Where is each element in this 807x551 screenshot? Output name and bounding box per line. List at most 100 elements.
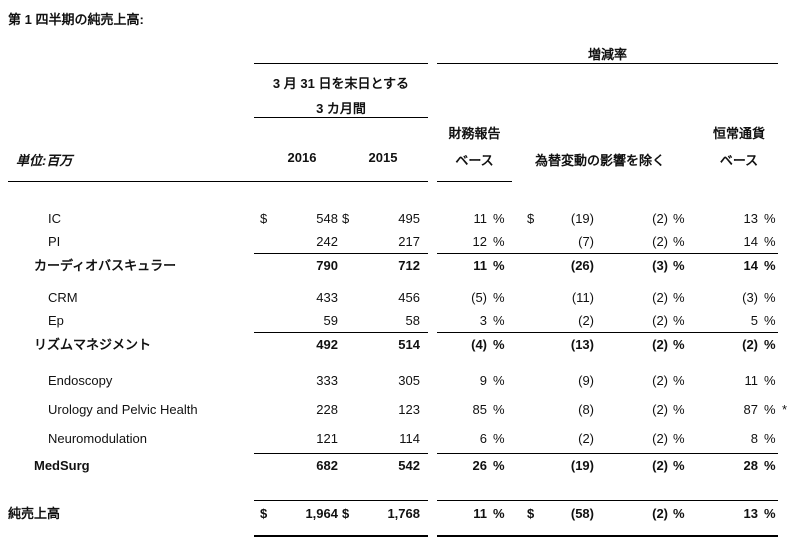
fx-currency-symbol (509, 366, 537, 395)
row-label: IC (48, 211, 61, 226)
left-section-padding (420, 309, 428, 332)
reported-percent-sign: % (493, 337, 505, 352)
rule-segment-right (437, 253, 778, 254)
currency-symbol-2016 (252, 453, 268, 479)
rule-segment-right (437, 500, 778, 501)
currency-symbol-2016 (252, 286, 268, 309)
reported-change-value: 11 (473, 258, 487, 273)
table-row: Neuromodulation 121 114 6 % (2) (2) % 8 … (0, 424, 807, 453)
fx-currency-symbol (509, 230, 537, 253)
row-label: CRM (48, 290, 78, 305)
constant-currency-percent-sign: % (764, 431, 776, 446)
net-sales-values-group: 228 123 (252, 395, 428, 424)
value-2016: 492 (316, 337, 338, 352)
constant-currency-value: 87 (743, 402, 758, 417)
row-label: Urology and Pelvic Health (48, 402, 198, 417)
footnote-marker (778, 253, 792, 279)
section-gap (428, 253, 437, 279)
table-row: MedSurg 682 542 26 % (19) (2) % 28 % (0, 453, 807, 479)
section-gap (428, 395, 437, 424)
section-gap (428, 424, 437, 453)
fx-impact-amount: (13) (570, 337, 594, 352)
table-row: Ep 59 58 3 % (2) (2) % 5 % (0, 309, 807, 332)
constant-currency-value: 5 (750, 313, 758, 328)
constant-currency-percent-sign: % (764, 313, 776, 328)
fx-currency-symbol (509, 424, 537, 453)
change-rate-values-group: (4) % (13) (2) % (2) % (437, 332, 778, 358)
change-rate-group-header: 増減率 (587, 47, 627, 62)
currency-symbol-2016 (252, 309, 268, 332)
column-header-2016: 2016 (287, 150, 317, 165)
constant-currency-percent-sign: % (764, 211, 776, 226)
fx-impact-percent-value: (2) (652, 234, 668, 249)
fx-impact-percent-value: (3) (652, 258, 668, 273)
row-label: リズムマネジメント (34, 337, 152, 352)
reported-change-value: (4) (471, 337, 487, 352)
change-rate-values-group: 26 % (19) (2) % 28 % (437, 453, 778, 479)
constant-currency-percent-sign: % (764, 337, 776, 352)
fx-currency-symbol: $ (527, 211, 535, 226)
change-rate-values-group: 11 % $ (19) (2) % 13 % (437, 207, 778, 230)
footnote-marker (778, 453, 792, 479)
rule-segment-left (254, 332, 428, 333)
change-rate-values-group: (5) % (11) (2) % (3) % (437, 286, 778, 309)
currency-symbol-2016 (252, 230, 268, 253)
constant-currency-header-line2: ベース (719, 153, 759, 168)
constant-currency-value: 8 (750, 431, 758, 446)
row-label: Endoscopy (48, 373, 113, 388)
fx-percent-sign: % (673, 337, 685, 352)
footnote-marker (778, 309, 792, 332)
constant-currency-percent-sign: % (764, 258, 776, 273)
currency-symbol-2016: $ (260, 506, 268, 521)
reported-basis-header-line2: ベース (455, 153, 494, 168)
table-body: IC $ 548 $ 495 11 % $ (19) (2) % 13 % PI… (0, 207, 807, 537)
currency-symbol-2016 (252, 366, 268, 395)
currency-symbol-2015 (338, 424, 354, 453)
fx-percent-sign: % (673, 290, 685, 305)
fx-impact-amount: (2) (578, 431, 594, 446)
change-group-rule (437, 63, 778, 64)
header-bottom-rule-left (8, 181, 428, 182)
constant-currency-percent-sign: % (764, 458, 776, 473)
table-row: Urology and Pelvic Health 228 123 85 % (… (0, 395, 807, 424)
constant-currency-value: 13 (743, 506, 758, 521)
reported-percent-sign: % (493, 458, 505, 473)
fx-impact-amount: (2) (578, 313, 594, 328)
fx-impact-percent-value: (2) (652, 506, 668, 521)
rule-segment-left (254, 535, 428, 537)
rule-segment-right (437, 453, 778, 454)
value-2016: 1,964 (305, 506, 338, 521)
net-sales-values-group: $ 548 $ 495 (252, 207, 428, 230)
fx-impact-amount: (58) (570, 506, 594, 521)
reported-change-value: 6 (479, 431, 487, 446)
section-gap (428, 453, 437, 479)
reported-change-value: 11 (473, 211, 488, 226)
fx-percent-sign: % (673, 402, 685, 417)
value-2015: 514 (398, 337, 420, 352)
change-rate-values-group: 9 % (9) (2) % 11 % (437, 366, 778, 395)
value-2016: 228 (316, 402, 338, 417)
change-rate-values-group: 6 % (2) (2) % 8 % (437, 424, 778, 453)
fx-impact-percent-value: (2) (652, 458, 668, 473)
period-group-top-rule (254, 63, 428, 64)
reported-percent-sign: % (493, 234, 505, 249)
fx-impact-amount: (11) (571, 290, 594, 305)
fx-currency-symbol (509, 253, 537, 279)
reported-percent-sign: % (493, 506, 505, 521)
constant-currency-percent-sign: % (764, 234, 776, 249)
period-group-bottom-rule (254, 117, 428, 118)
section-gap (428, 309, 437, 332)
constant-currency-value: (2) (742, 337, 758, 352)
fx-impact-amount: (7) (578, 234, 594, 249)
fx-impact-percent-value: (2) (652, 373, 668, 388)
reported-change-value: 11 (473, 506, 487, 521)
reported-change-value: 12 (472, 234, 487, 249)
left-section-padding (420, 424, 428, 453)
currency-symbol-2015 (338, 309, 354, 332)
section-gap (428, 500, 437, 524)
currency-symbol-2015: $ (342, 506, 350, 521)
row-label: Neuromodulation (48, 431, 148, 446)
constant-currency-value: (3) (742, 290, 758, 305)
fx-impact-percent-value: (2) (652, 211, 668, 226)
